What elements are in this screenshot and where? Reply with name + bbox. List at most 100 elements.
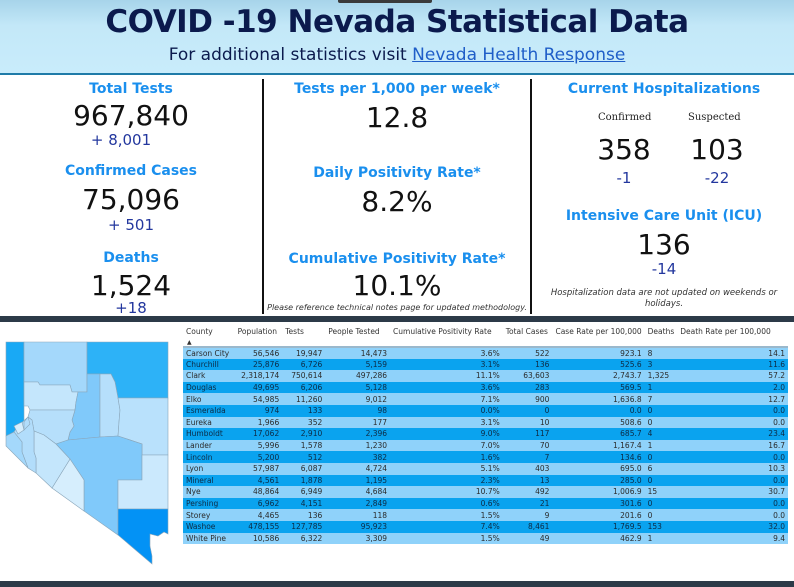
column-header-total-cases[interactable]: Total Cases	[503, 325, 553, 347]
table-row[interactable]: Humboldt 17,062 2,910 2,396 9.0% 117 685.7 4 23.…	[183, 428, 788, 440]
column-header-death-rate-per-100-000[interactable]: Death Rate per 100,000	[677, 325, 788, 347]
table-cell: 13	[502, 474, 553, 487]
subtitle-text: For additional statistics visit	[168, 45, 413, 65]
county-name-cell: Nye	[183, 486, 235, 498]
deaths-delta: +18	[115, 299, 147, 317]
hosp-suspected-value: 103	[690, 133, 744, 166]
column-header-county[interactable]: County ▲	[183, 325, 235, 347]
county-name-cell: Eureka	[183, 416, 235, 429]
icu-label: Intensive Care Unit (ICU)	[565, 208, 763, 224]
table-cell: 136	[502, 358, 553, 371]
sort-ascending-icon[interactable]: ▲	[187, 339, 192, 346]
table-cell: 4,724	[325, 462, 391, 475]
table-cell: 9,012	[325, 393, 391, 405]
table-cell: 0.6%	[390, 497, 503, 510]
column-header-deaths[interactable]: Deaths	[645, 325, 678, 347]
table-cell: 2,910	[282, 428, 326, 440]
confirmed-cases-value: 75,096	[82, 183, 180, 216]
column-header-tests[interactable]: Tests	[282, 325, 325, 347]
nevada-health-response-link[interactable]: Nevada Health Response	[412, 45, 626, 65]
table-cell: 492	[502, 486, 553, 498]
nevada-county-map[interactable]	[0, 322, 180, 581]
table-cell: 4,684	[325, 486, 391, 498]
table-cell: 301.6	[552, 497, 645, 510]
table-cell: 17,062	[234, 428, 283, 440]
table-cell: 6,726	[282, 358, 326, 371]
county-douglas[interactable]	[5, 431, 29, 469]
table-cell: 1,636.8	[552, 393, 645, 405]
table-cell: 6,322	[282, 532, 326, 545]
table-cell: 0.0	[677, 404, 788, 417]
county-pershing[interactable]	[23, 381, 79, 411]
methodology-note: Please reference technical notes page fo…	[267, 303, 527, 312]
table-row[interactable]: Lander 5,996 1,578 1,230 7.0% 70 1,167.4 1 16.7	[183, 439, 788, 452]
county-clark[interactable]	[117, 508, 169, 565]
table-cell: 48,864	[234, 486, 283, 498]
stats-panel: Total Tests 967,840 + 8,001 Confirmed Ca…	[0, 77, 794, 317]
hosp-suspected-delta: -22	[704, 169, 730, 187]
table-row[interactable]: Douglas 49,695 6,206 5,128 3.6% 283 569.5 1 2.0	[183, 381, 788, 394]
table-cell: 54,985	[234, 393, 283, 405]
daily-positivity-value: 8.2%	[361, 185, 433, 218]
table-row[interactable]: Nye 48,864 6,949 4,684 10.7% 492 1,006.9 15 30.7	[183, 486, 788, 498]
table-cell: 285.0	[552, 474, 645, 487]
table-cell: 6,206	[282, 381, 326, 394]
table-cell: 10.7%	[390, 486, 503, 498]
table-cell: 10.3	[677, 462, 788, 475]
table-cell: 11.6	[677, 358, 788, 371]
county-washoe[interactable]	[5, 341, 25, 437]
table-cell: 1,167.4	[552, 439, 645, 452]
table-row[interactable]: Pershing 6,962 4,151 2,849 0.6% 21 301.6 0 0.0	[183, 497, 788, 510]
column-header-cumulative-positivity-rate[interactable]: Cumulative Positivity Rate	[390, 325, 503, 347]
table-cell: 497,286	[325, 370, 391, 382]
table-cell: 14,473	[325, 347, 391, 359]
county-name-cell: Lyon	[183, 462, 235, 475]
page-subtitle: For additional statistics visit Nevada H…	[0, 45, 794, 65]
table-cell: 127,785	[282, 520, 326, 533]
total-tests-delta: + 8,001	[90, 131, 152, 149]
table-row[interactable]: Churchill 25,876 6,726 5,159 3.1% 136 525.6 3 11…	[183, 358, 788, 371]
table-cell: 478,155	[234, 520, 283, 533]
column-header-case-rate-per-100-000[interactable]: Case Rate per 100,000	[552, 325, 644, 347]
total-tests-value: 967,840	[73, 99, 189, 132]
county-name-cell: Clark	[183, 370, 235, 382]
column-header-label: Case Rate per 100,000	[555, 327, 642, 336]
column-header-people-tested[interactable]: People Tested	[325, 325, 390, 347]
table-cell: 4	[644, 428, 678, 440]
table-cell: 118	[325, 509, 391, 521]
table-row[interactable]: Eureka 1,966 352 177 3.1% 10 508.6 0 0.0	[183, 416, 788, 429]
confirmed-cases-delta: + 501	[108, 216, 154, 234]
county-name-cell: White Pine	[183, 532, 235, 545]
table-cell: 49,695	[234, 381, 283, 394]
table-cell: 63,603	[502, 370, 553, 382]
table-row[interactable]: Storey 4,465 136 118 1.5% 9 201.6 0 0.0	[183, 509, 788, 521]
county-storey[interactable]	[23, 416, 31, 431]
table-row[interactable]: Washoe 478,155 127,785 95,923 7.4% 8,461 1,769…	[183, 520, 788, 533]
table-cell: 750,614	[282, 370, 326, 382]
table-row[interactable]: Clark 2,318,174 750,614 497,286 11.1% 63,603 2…	[183, 370, 788, 382]
table-cell: 10,586	[234, 532, 283, 545]
table-cell: 5,200	[234, 451, 283, 463]
county-table: County ▲ Population Tests People Tested Cumul…	[183, 325, 788, 545]
table-row[interactable]: Mineral 4,561 1,878 1,195 2.3% 13 285.0 0 0.0	[183, 474, 788, 487]
table-cell: 3,309	[325, 532, 391, 545]
table-row[interactable]: Elko 54,985 11,260 9,012 7.1% 900 1,636.8 7 12.7	[183, 393, 788, 405]
table-row[interactable]: Lincoln 5,200 512 382 1.6% 7 134.6 0 0.0	[183, 451, 788, 463]
table-cell: 153	[644, 520, 678, 533]
table-cell: 10	[502, 416, 553, 429]
county-name-cell: Humboldt	[183, 428, 235, 440]
table-cell: 9.0%	[390, 428, 503, 440]
table-cell: 23.4	[677, 428, 788, 440]
column-header-population[interactable]: Population	[235, 325, 283, 347]
table-row[interactable]: White Pine 10,586 6,322 3,309 1.5% 49 462.9 1 9.…	[183, 532, 788, 545]
table-row[interactable]: Carson City 56,546 19,947 14,473 3.6% 522 923.…	[183, 347, 788, 359]
window-grip[interactable]	[338, 0, 432, 3]
table-row[interactable]: Lyon 57,987 6,087 4,724 5.1% 403 695.0 6 10.3	[183, 462, 788, 475]
cumulative-positivity-value: 10.1%	[352, 269, 442, 302]
table-cell: 1.5%	[390, 532, 503, 545]
tests-per-1000-label: Tests per 1,000 per week*	[294, 81, 500, 97]
table-cell: 9	[502, 509, 553, 521]
table-cell: 8,461	[502, 520, 553, 533]
table-row[interactable]: Esmeralda 974 133 98 0.0% 0 0.0 0 0.0	[183, 404, 788, 417]
